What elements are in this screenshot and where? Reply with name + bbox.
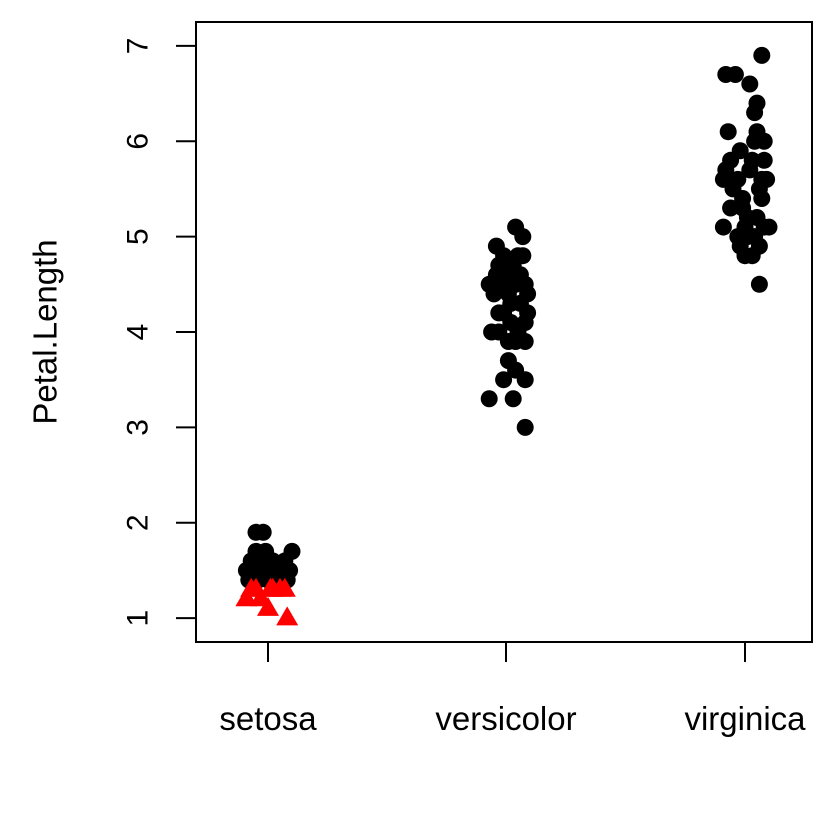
data-point	[748, 94, 766, 112]
data-point	[750, 275, 768, 293]
data-point-triangle	[257, 596, 279, 616]
data-point	[509, 323, 527, 341]
data-point	[519, 304, 537, 322]
data-point-triangle	[276, 606, 299, 626]
y-axis-title: Petal.Length	[27, 239, 64, 424]
data-point	[717, 65, 735, 83]
x-tick-label-setosa: setosa	[219, 700, 317, 737]
data-point	[504, 390, 522, 408]
data-point	[753, 46, 771, 64]
data-point-triangle	[235, 587, 258, 607]
data-point	[743, 151, 761, 169]
data-point	[514, 247, 532, 265]
y-tick-label: 7	[122, 38, 155, 55]
data-point-triangle	[273, 577, 296, 597]
data-point	[516, 418, 534, 436]
data-point	[507, 361, 525, 379]
data-point	[514, 228, 532, 246]
data-point	[731, 142, 749, 160]
data-point	[490, 323, 508, 341]
data-point	[741, 75, 759, 93]
plot-frame	[195, 21, 813, 643]
data-point	[283, 542, 301, 560]
y-tick-label: 2	[122, 514, 155, 531]
data-point	[254, 523, 272, 541]
data-point	[266, 561, 284, 579]
data-point	[755, 218, 773, 236]
data-point	[487, 266, 505, 284]
data-point	[746, 132, 764, 150]
data-point	[753, 189, 771, 207]
data-point	[719, 123, 737, 141]
data-point	[729, 170, 747, 188]
data-point	[502, 294, 520, 312]
y-tick-label: 3	[122, 419, 155, 436]
y-tick-label: 4	[122, 324, 155, 341]
y-tick-label: 1	[122, 610, 155, 627]
data-point	[490, 304, 508, 322]
data-point	[750, 237, 768, 255]
y-axis: 1 2 3 4 5 6 7	[122, 38, 196, 627]
data-point	[734, 189, 752, 207]
data-point	[495, 371, 513, 389]
x-tick-label-virginica: virginica	[684, 700, 806, 737]
data-point	[722, 199, 740, 217]
x-axis: setosa versicolor virginica	[219, 642, 806, 737]
data-point	[758, 170, 776, 188]
y-tick-label: 5	[122, 228, 155, 245]
data-points	[235, 46, 778, 626]
data-point	[755, 151, 773, 169]
data-point	[738, 209, 756, 227]
y-tick-label: 6	[122, 133, 155, 150]
data-point	[495, 247, 513, 265]
data-point	[480, 390, 498, 408]
data-point	[714, 218, 732, 236]
x-tick-label-versicolor: versicolor	[435, 700, 576, 737]
